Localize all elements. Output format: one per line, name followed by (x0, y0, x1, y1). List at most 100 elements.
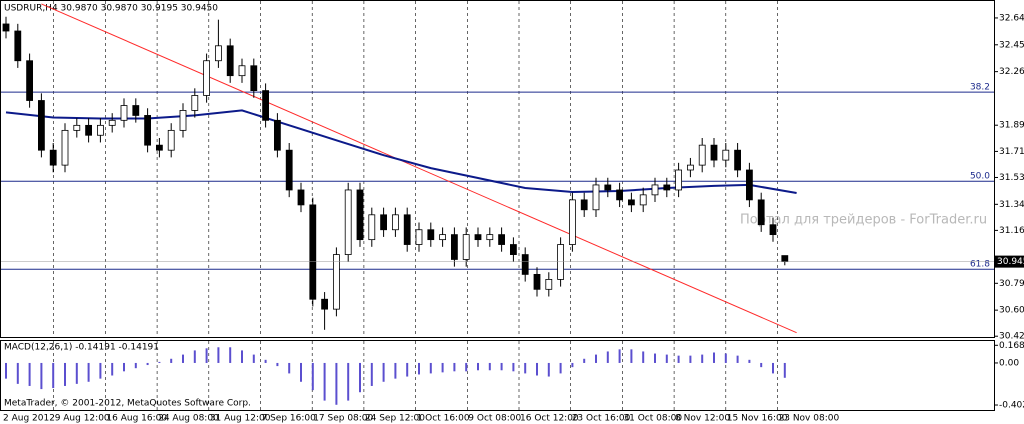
macd-bar (783, 362, 786, 378)
macd-tick-label: 0.00 (999, 358, 1019, 368)
y-tick-label: 31.7125 (999, 147, 1024, 157)
candle-body (580, 199, 588, 211)
macd-label: MACD(12,26,1) -0.14191 -0.14191 (4, 343, 159, 353)
y-tick-label: 31.5310 (999, 173, 1024, 183)
macd-bar (347, 362, 350, 401)
macd-bar (87, 362, 90, 382)
candle-body (73, 124, 81, 131)
macd-bar (52, 362, 55, 389)
candle-body (61, 129, 69, 166)
y-tick-label: 30.7940 (999, 279, 1024, 289)
macd-bar (394, 362, 397, 379)
candle-body (757, 199, 765, 226)
candle-body (144, 115, 152, 146)
candle-body (509, 244, 517, 255)
candle-body (639, 194, 647, 206)
macd-bar (665, 354, 668, 363)
candle-body (403, 214, 411, 245)
candle-body (710, 144, 718, 161)
macd-bar (359, 362, 361, 393)
macd-bar (453, 362, 456, 372)
candle-body (663, 184, 671, 191)
macd-bar (583, 358, 586, 363)
candle-body (769, 224, 777, 236)
macd-bar (182, 354, 184, 363)
macd-bar (300, 362, 302, 382)
macd-bar (264, 359, 267, 363)
x-tick-label: 17 Sep 08:00 (313, 414, 373, 424)
candle-body (781, 255, 789, 263)
main-pane-frame (0, 0, 995, 338)
x-tick-label: 23 Oct 16:00 (572, 414, 631, 424)
macd-bar (748, 359, 751, 363)
macd-bar (571, 362, 574, 368)
candle-body (722, 149, 730, 161)
macd-bar (418, 362, 420, 375)
macd-tick-label: 0.16891 (999, 341, 1024, 351)
x-tick-label: 23 Nov 08:00 (779, 414, 840, 424)
candle-body (427, 229, 435, 241)
macd-bar (40, 362, 43, 390)
macd-bar (75, 362, 78, 384)
macd-bar (606, 351, 609, 363)
macd-bar (630, 349, 633, 363)
macd-bar (512, 362, 515, 372)
macd-bar (559, 362, 562, 374)
last-price-box (995, 255, 1024, 268)
macd-bar (760, 362, 763, 368)
macd-bar (193, 350, 196, 363)
candle-body (120, 105, 128, 121)
macd-bar (99, 362, 102, 379)
macd-bar (370, 362, 373, 386)
candle-body (415, 229, 423, 245)
macd-bar (441, 362, 444, 373)
macd-bar (288, 362, 291, 374)
y-tick-label: 31.1625 (999, 226, 1024, 236)
macd-bar (524, 362, 527, 374)
macd-bar (158, 361, 161, 363)
macd-bar (595, 354, 597, 363)
candle-body (321, 298, 329, 310)
macd-bar (252, 354, 255, 363)
candle-body (628, 199, 635, 206)
candle-body (687, 164, 694, 171)
x-tick-label: 24 Sep 12:00 (365, 414, 425, 424)
candle-body (746, 169, 753, 201)
x-tick-label: 9 Oct 08:00 (468, 414, 521, 424)
candle-body (474, 234, 482, 241)
macd-bar (323, 362, 326, 401)
macd-bar (28, 362, 31, 386)
x-tick-label: 1 Oct 16:00 (417, 414, 470, 424)
macd-bar (642, 351, 645, 363)
candle-body (85, 124, 92, 136)
macd-bar (547, 362, 550, 377)
macd-tick-label: -0.40235 (999, 401, 1024, 411)
candle-body (132, 105, 140, 116)
candle-body (203, 60, 211, 96)
candle-body (675, 169, 682, 191)
macd-bar (406, 362, 409, 377)
candle-body (179, 110, 187, 131)
candle-body (262, 90, 270, 121)
candle-body (108, 119, 116, 126)
candle-body (273, 119, 281, 151)
candle-body (49, 149, 57, 166)
y-tick-label: 32.2680 (999, 67, 1024, 77)
macd-bar (64, 362, 66, 386)
x-tick-label: 31 Aug 12:00 (210, 414, 271, 424)
candle-body (167, 129, 175, 151)
candle-body (462, 234, 470, 260)
candle-body (545, 279, 553, 290)
candle-body (226, 45, 234, 77)
macd-bar (111, 362, 114, 376)
candle-body (155, 144, 163, 151)
watermark: Портал для трейдеров - ForTrader.ru (740, 213, 987, 228)
footer: MetaTrader, © 2001-2012, MetaQuotes Soft… (4, 399, 251, 409)
macd-bar (488, 362, 491, 371)
candle-body (2, 23, 10, 32)
x-tick-label: 9 Aug 12:00 (55, 414, 110, 424)
candle-body (344, 189, 352, 255)
y-tick-label: 30.6070 (999, 306, 1024, 316)
